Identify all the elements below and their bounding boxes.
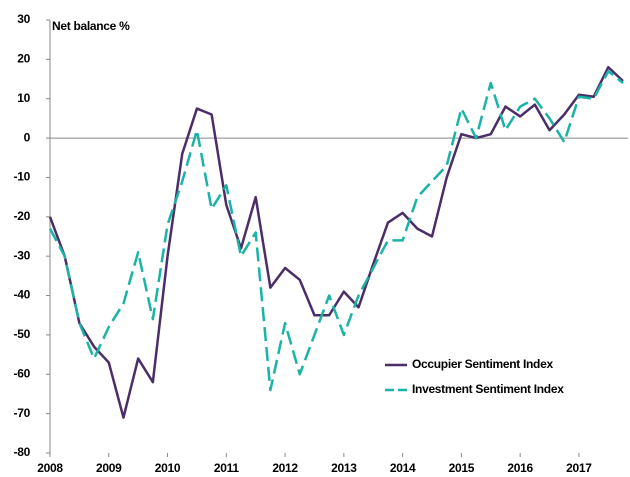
series-line — [48, 65, 624, 419]
x-tick-label: 2012 — [272, 461, 298, 475]
y-tick-label: -40 — [14, 288, 31, 302]
x-tick-label: 2011 — [214, 461, 239, 475]
y-tick-label: -30 — [14, 248, 31, 262]
x-tick-label: 2015 — [449, 461, 475, 475]
y-tick-label: 0 — [24, 130, 31, 144]
y-tick-label: -70 — [14, 406, 31, 420]
y-tick-label: 10 — [17, 91, 30, 105]
y-tick-label: -10 — [14, 170, 31, 184]
y-tick-label: -50 — [14, 327, 31, 341]
x-tick-label: 2014 — [390, 461, 416, 475]
x-tick-label: 2017 — [566, 461, 592, 475]
x-tick-label: 2009 — [96, 461, 122, 475]
y-tick-label: 20 — [17, 52, 30, 66]
x-tick-label: 2016 — [507, 461, 533, 475]
x-tick-label: 2008 — [37, 461, 63, 475]
y-axis-label: Net balance % — [52, 19, 130, 33]
y-tick-label: -20 — [14, 209, 31, 223]
legend-label: Occupier Sentiment Index — [412, 357, 553, 371]
x-tick-label: 2013 — [331, 461, 357, 475]
legend-label: Investment Sentiment Index — [412, 382, 564, 396]
x-tick-label: 2010 — [155, 461, 181, 475]
y-tick-label: -60 — [14, 366, 31, 380]
series-line — [48, 69, 624, 392]
y-tick-label: 30 — [17, 12, 30, 26]
y-tick-label: -80 — [14, 445, 31, 459]
